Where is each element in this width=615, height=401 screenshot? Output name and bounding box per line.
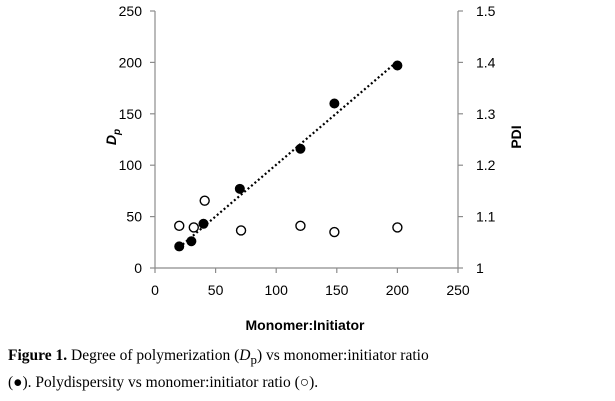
x-tick-label: 150 xyxy=(325,282,349,298)
dp-point xyxy=(392,60,403,71)
caption-line1-end: ) vs monomer:initiator ratio xyxy=(256,347,429,364)
y-left-tick-label: 200 xyxy=(119,54,143,70)
pdi-point xyxy=(199,195,210,206)
y-right-tick-label: 1.3 xyxy=(476,106,496,122)
y-right-axis-title: PDI xyxy=(508,125,524,148)
y-right-tick-label: 1 xyxy=(476,260,484,276)
figure-caption: Figure 1. Degree of polymerization (Dp) … xyxy=(8,344,608,394)
axes xyxy=(150,10,463,273)
y-left-tick-label: 50 xyxy=(126,209,142,225)
y-right-tick-label: 1.1 xyxy=(476,209,496,225)
trendline xyxy=(178,60,399,249)
dp-point xyxy=(234,183,245,194)
pdi-point xyxy=(329,226,340,238)
dp-point xyxy=(198,218,209,229)
caption-line1: Degree of polymerization ( xyxy=(67,347,240,364)
caption-line2: (●). Polydispersity vs monomer:initiator… xyxy=(8,374,319,392)
x-tick-label: 250 xyxy=(446,282,470,298)
dp-point xyxy=(295,143,306,154)
caption-label: Figure 1. xyxy=(8,347,68,364)
y-right-tick-label: 1.2 xyxy=(476,157,496,173)
pdi-point xyxy=(188,222,199,233)
pdi-point xyxy=(174,220,185,232)
y-left-tick-label: 250 xyxy=(119,3,143,19)
y-left-axis-title: Dp xyxy=(103,129,123,145)
y-left-tick-label: 150 xyxy=(119,106,143,122)
x-tick-label: 50 xyxy=(208,282,224,298)
y-left-tick-label: 100 xyxy=(119,157,143,173)
pdi-point xyxy=(235,225,247,236)
y-left-axis-title-subscript: p xyxy=(112,129,123,136)
y-left-axis-title-main: D xyxy=(103,135,119,145)
pdi-point xyxy=(295,220,306,232)
pdi-point xyxy=(392,222,403,233)
dp-point xyxy=(174,241,185,252)
y-right-tick-label: 1.4 xyxy=(476,54,496,70)
x-tick-label: 100 xyxy=(265,282,289,298)
data-points xyxy=(174,60,403,252)
trendline-layer xyxy=(178,60,399,249)
x-axis-title: Monomer:Initiator xyxy=(246,317,366,333)
caption-p: p xyxy=(250,352,257,368)
caption-d: D xyxy=(239,347,251,364)
scatter-chart: 0 50 100 150 200 250 0 50 100 150 200 250 1 1.1 1.2 1.3… xyxy=(103,3,524,333)
y-left-tick-label: 0 xyxy=(134,260,142,276)
tick-labels: 0 50 100 150 200 250 0 50 100 150 200 250 1 1.1 1.2 1.3… xyxy=(119,3,496,298)
y-right-tick-label: 1.5 xyxy=(476,3,496,19)
x-tick-label: 0 xyxy=(151,282,159,298)
dp-point xyxy=(329,98,340,109)
dp-point xyxy=(186,236,197,247)
x-tick-label: 200 xyxy=(386,282,410,298)
